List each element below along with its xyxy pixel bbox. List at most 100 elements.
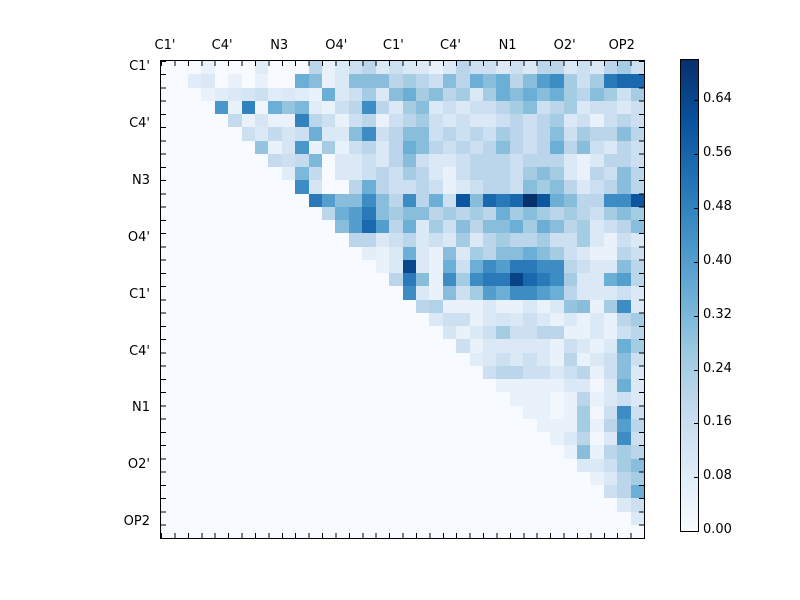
heatmap-cell: [201, 127, 215, 141]
heatmap-cell: [483, 418, 497, 432]
heatmap-cell: [496, 485, 510, 499]
heatmap-cell: [576, 445, 591, 459]
heatmap-cell: [322, 498, 336, 512]
heatmap-cell: [174, 365, 188, 379]
heatmap-cell: [187, 259, 202, 273]
heatmap-cell: [590, 246, 604, 260]
heatmap-cell: [536, 299, 551, 313]
heatmap-cell: [389, 233, 403, 247]
heatmap-cell: [563, 392, 577, 406]
heatmap-cell: [603, 233, 618, 247]
heatmap-cell: [375, 471, 390, 485]
heatmap-cell: [187, 74, 202, 88]
heatmap-cell: [456, 87, 470, 101]
heatmap-cell: [254, 100, 269, 114]
heatmap-cell: [617, 365, 631, 379]
heatmap-cell: [375, 246, 390, 260]
heatmap-cell: [335, 312, 349, 326]
heatmap-cell: [429, 74, 443, 88]
heatmap-cell: [335, 233, 349, 247]
heatmap-cell: [603, 87, 618, 101]
heatmap-cell: [563, 405, 577, 419]
heatmap-cell: [308, 365, 322, 379]
heatmap-cell: [228, 100, 242, 114]
heatmap-cell: [322, 220, 336, 234]
heatmap-cell: [268, 312, 282, 326]
heatmap-cell: [187, 193, 202, 207]
heatmap-cell: [161, 392, 175, 406]
heatmap-cell: [509, 524, 524, 538]
heatmap-cell: [429, 246, 443, 260]
heatmap-cell: [483, 485, 497, 499]
heatmap-cell: [456, 392, 470, 406]
heatmap-cell: [228, 246, 242, 260]
heatmap-cell: [496, 153, 510, 167]
heatmap-cell: [281, 405, 296, 419]
heatmap-cell: [456, 299, 470, 313]
x-axis-label: C4': [211, 38, 233, 53]
heatmap-cell: [496, 312, 510, 326]
heatmap-cell: [483, 74, 497, 88]
heatmap-cell: [496, 339, 510, 353]
heatmap-cell: [402, 286, 416, 300]
heatmap-cell: [348, 498, 363, 512]
heatmap-cell: [550, 87, 564, 101]
heatmap-cell: [590, 458, 604, 472]
heatmap-cell: [469, 326, 483, 340]
heatmap-cell: [348, 193, 363, 207]
heatmap-cell: [536, 485, 551, 499]
heatmap-cell: [550, 127, 564, 141]
heatmap-cell: [415, 352, 430, 366]
heatmap-cell: [442, 511, 457, 525]
heatmap-cell: [348, 432, 363, 446]
heatmap-cell: [442, 206, 457, 220]
heatmap-cell: [563, 471, 577, 485]
heatmap-cell: [214, 167, 229, 181]
heatmap-cell: [335, 405, 349, 419]
heatmap-cell: [228, 114, 242, 128]
heatmap-cell: [375, 87, 390, 101]
heatmap-cell: [174, 339, 188, 353]
heatmap-cell: [442, 392, 457, 406]
heatmap-cell: [402, 511, 416, 525]
heatmap-cell: [415, 193, 430, 207]
heatmap-cell: [281, 127, 296, 141]
heatmap-cell: [469, 100, 483, 114]
heatmap-cell: [295, 445, 309, 459]
heatmap-cell: [630, 74, 644, 88]
heatmap-cell: [469, 127, 483, 141]
heatmap-cell: [228, 299, 242, 313]
heatmap-cell: [590, 100, 604, 114]
heatmap-cell: [241, 180, 255, 194]
heatmap-cell: [402, 140, 416, 154]
heatmap-cell: [161, 273, 175, 287]
heatmap-cell: [483, 458, 497, 472]
heatmap-cell: [254, 299, 269, 313]
heatmap-cell: [268, 352, 282, 366]
heatmap-cell: [603, 432, 618, 446]
heatmap-cell: [590, 61, 604, 75]
heatmap-cell: [362, 498, 376, 512]
heatmap-cell: [308, 511, 322, 525]
heatmap-cell: [308, 167, 322, 181]
heatmap-cell: [483, 206, 497, 220]
heatmap-cell: [161, 114, 175, 128]
heatmap-cell: [415, 458, 430, 472]
heatmap-cell: [174, 114, 188, 128]
heatmap-cell: [362, 167, 376, 181]
heatmap-cell: [509, 418, 524, 432]
heatmap-cell: [214, 87, 229, 101]
heatmap-cell: [322, 432, 336, 446]
heatmap-cell: [187, 392, 202, 406]
heatmap-cell: [295, 100, 309, 114]
heatmap-cell: [348, 100, 363, 114]
heatmap-cell: [268, 405, 282, 419]
heatmap-cell: [536, 114, 551, 128]
heatmap-cell: [483, 365, 497, 379]
heatmap-cell: [630, 286, 644, 300]
heatmap-cell: [429, 405, 443, 419]
heatmap-cell: [362, 432, 376, 446]
heatmap-cell: [228, 498, 242, 512]
heatmap-cell: [603, 299, 618, 313]
heatmap-cell: [362, 365, 376, 379]
